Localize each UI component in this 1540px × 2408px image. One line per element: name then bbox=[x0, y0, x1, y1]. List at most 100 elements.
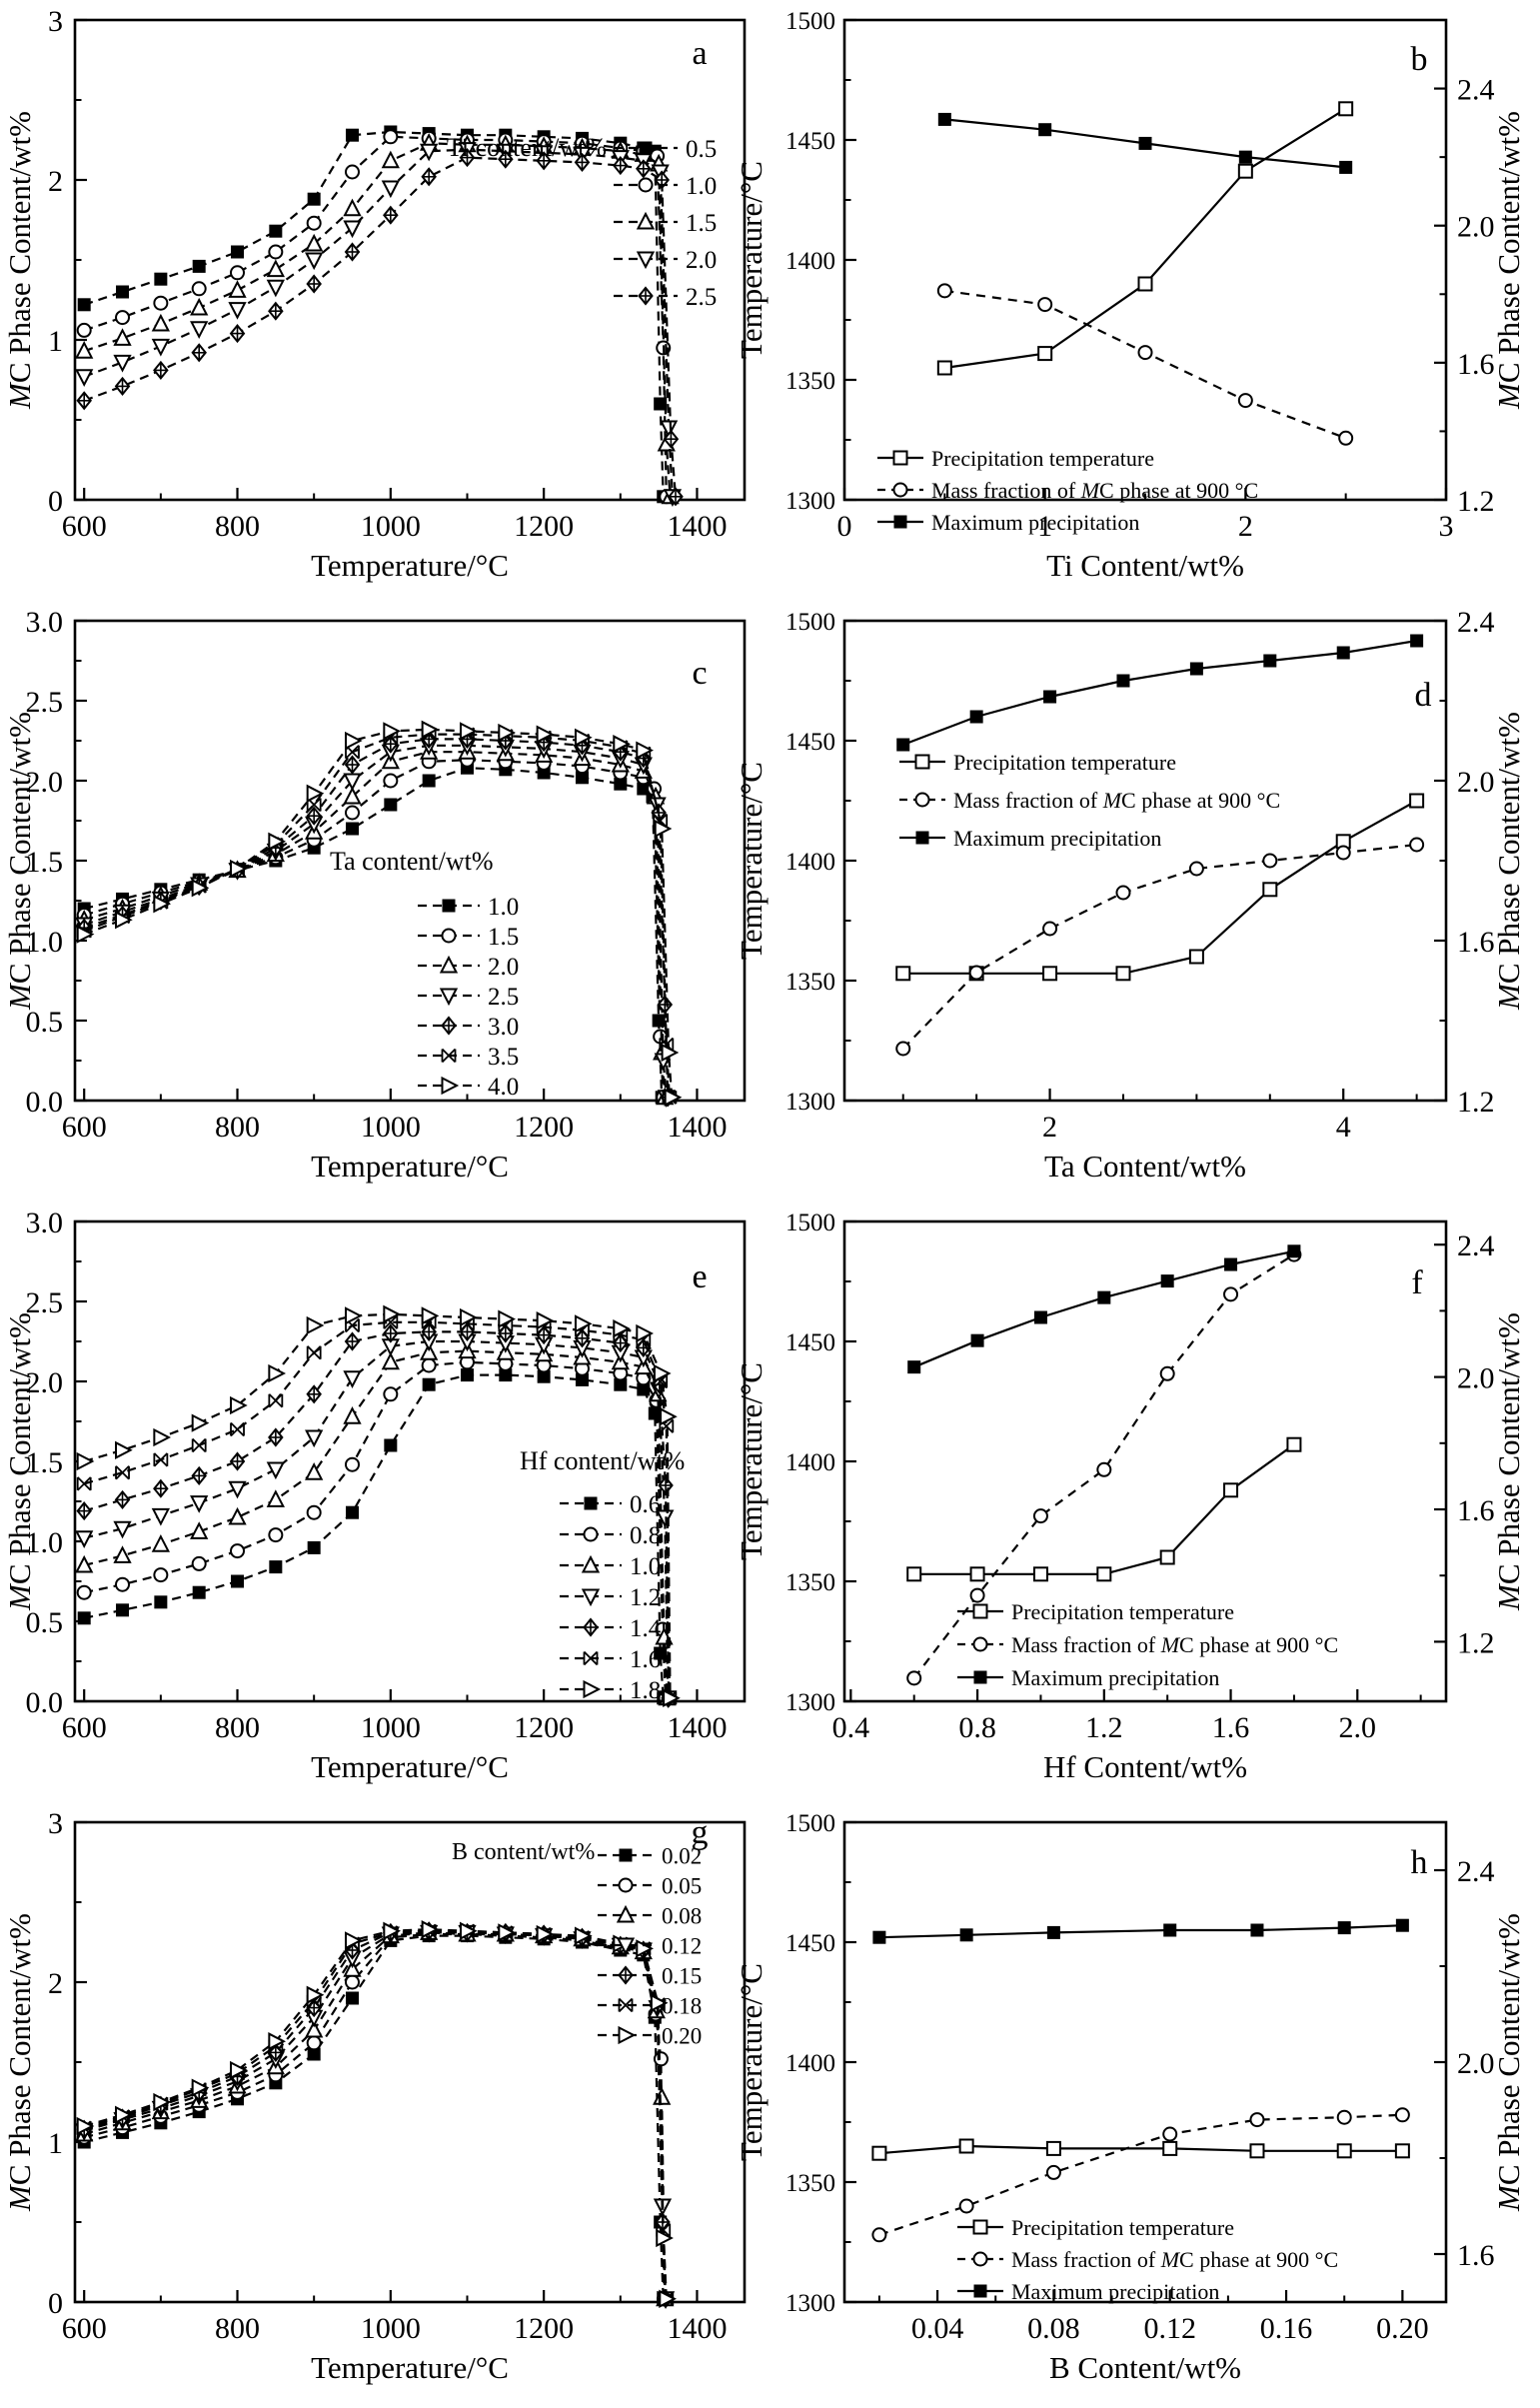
svg-text:2.5: 2.5 bbox=[26, 686, 64, 719]
svg-text:2.0: 2.0 bbox=[488, 954, 519, 981]
series-mass-fraction-of-mc-phase-at-900-c bbox=[895, 837, 1425, 1057]
y-axis-left: 0.0 0.5 1.0 1.5 2.0 2.5 3.0 MC Phase Content/wt… bbox=[2, 606, 87, 1119]
series-precipitation-temperature bbox=[906, 1436, 1302, 1582]
svg-text:Temperature/°C: Temperature/°C bbox=[734, 1963, 769, 2161]
svg-text:2.0: 2.0 bbox=[1457, 766, 1495, 799]
svg-text:0.4: 0.4 bbox=[832, 1711, 870, 1744]
svg-text:1000: 1000 bbox=[361, 1711, 421, 1744]
series-1.0 bbox=[77, 761, 669, 1105]
series-0.20 bbox=[76, 1920, 677, 2308]
svg-text:3: 3 bbox=[1439, 510, 1454, 543]
svg-text:2.4: 2.4 bbox=[1457, 606, 1495, 639]
svg-text:MC Phase Content/wt%: MC Phase Content/wt% bbox=[1491, 1312, 1526, 1611]
svg-text:1400: 1400 bbox=[667, 510, 727, 543]
svg-text:2.4: 2.4 bbox=[1457, 74, 1495, 107]
svg-text:1450: 1450 bbox=[785, 1329, 835, 1356]
plot-box bbox=[842, 18, 1448, 502]
panel-a: 600 800 1000 1200 1400 Temperature/°C 0 1 2 3 MC P… bbox=[2, 5, 747, 583]
svg-text:Mass fraction of MC phase at 9: Mass fraction of MC phase at 900 °C bbox=[1011, 2247, 1338, 2272]
svg-text:1: 1 bbox=[48, 325, 63, 358]
panel-b: 0 1 2 3 Ti Content/wt% 1300 1350 1400 1450 1500 Te… bbox=[734, 8, 1526, 583]
svg-text:1500: 1500 bbox=[785, 1810, 835, 1837]
svg-text:3: 3 bbox=[48, 5, 63, 38]
svg-text:2.0: 2.0 bbox=[686, 247, 717, 274]
svg-text:0.0: 0.0 bbox=[26, 1686, 64, 1719]
x-axis: 600 800 1000 1200 1400 Temperature/°C bbox=[62, 2290, 727, 2385]
svg-text:0.02: 0.02 bbox=[662, 1843, 702, 1868]
svg-text:2.4: 2.4 bbox=[1457, 1855, 1495, 1888]
svg-text:1.8: 1.8 bbox=[630, 1677, 661, 1704]
svg-text:1500: 1500 bbox=[785, 1209, 835, 1236]
svg-text:1300: 1300 bbox=[785, 1689, 835, 1716]
series-4.0 bbox=[76, 720, 683, 1107]
svg-text:MC Phase Content/wt%: MC Phase Content/wt% bbox=[1491, 111, 1526, 410]
svg-text:1.0: 1.0 bbox=[26, 1526, 64, 1559]
svg-text:1400: 1400 bbox=[785, 248, 835, 275]
legend-f: Precipitation temperature Mass fraction o… bbox=[957, 1599, 1338, 1690]
svg-text:1: 1 bbox=[1037, 510, 1052, 543]
svg-text:Mass fraction of MC phase at 9: Mass fraction of MC phase at 900 °C bbox=[931, 478, 1258, 503]
svg-text:d: d bbox=[1415, 677, 1432, 714]
y-axis-right: 1.2 1.6 2.0 2.4 MC Phase Content/wt% bbox=[1434, 74, 1526, 518]
y-axis-left: 0 1 2 3 MC Phase Content/wt% bbox=[2, 5, 87, 518]
series-0.5 bbox=[77, 125, 671, 504]
svg-text:1500: 1500 bbox=[785, 8, 835, 35]
svg-text:600: 600 bbox=[62, 2312, 107, 2345]
svg-text:Hf content/wt%: Hf content/wt% bbox=[520, 1446, 685, 1475]
svg-text:3.0: 3.0 bbox=[26, 1206, 64, 1239]
svg-text:1500: 1500 bbox=[785, 609, 835, 636]
series-mass-fraction-of-mc-phase-at-900-c bbox=[871, 2107, 1410, 2243]
legend-c: Ta content/wt% 1.0 1.5 2.0 2.5 3.0 3.5 4.0 bbox=[330, 847, 519, 1101]
svg-text:0.18: 0.18 bbox=[662, 1993, 702, 2018]
svg-text:1400: 1400 bbox=[785, 849, 835, 876]
svg-text:3.5: 3.5 bbox=[488, 1044, 519, 1071]
svg-text:Mass fraction of MC phase at 9: Mass fraction of MC phase at 900 °C bbox=[1011, 1632, 1338, 1657]
svg-text:Temperature/°C: Temperature/°C bbox=[734, 161, 769, 359]
y-axis-right: 1.2 1.6 2.0 2.4 MC Phase Content/wt% bbox=[1434, 1229, 1526, 1659]
svg-text:Precipitation temperature: Precipitation temperature bbox=[953, 750, 1176, 775]
svg-text:2: 2 bbox=[1042, 1111, 1057, 1144]
svg-text:B content/wt%: B content/wt% bbox=[452, 1839, 595, 1865]
svg-text:0.12: 0.12 bbox=[662, 1933, 702, 1958]
svg-text:2.0: 2.0 bbox=[1457, 211, 1495, 244]
svg-text:Temperature/°C: Temperature/°C bbox=[311, 1749, 509, 1784]
svg-text:1.5: 1.5 bbox=[26, 846, 64, 879]
svg-text:1200: 1200 bbox=[514, 510, 574, 543]
svg-text:1.0: 1.0 bbox=[488, 894, 519, 921]
svg-text:0.05: 0.05 bbox=[662, 1873, 702, 1898]
series-1.5 bbox=[76, 752, 672, 1106]
svg-text:2.5: 2.5 bbox=[488, 984, 519, 1011]
svg-text:1: 1 bbox=[48, 2127, 63, 2160]
svg-text:2.5: 2.5 bbox=[686, 284, 717, 311]
svg-text:Maximum precipitation: Maximum precipitation bbox=[931, 510, 1139, 535]
svg-text:0: 0 bbox=[837, 510, 852, 543]
svg-text:600: 600 bbox=[62, 1111, 107, 1144]
svg-text:Hf Content/wt%: Hf Content/wt% bbox=[1043, 1749, 1247, 1784]
svg-text:800: 800 bbox=[215, 1111, 260, 1144]
svg-text:1200: 1200 bbox=[514, 1111, 574, 1144]
svg-text:Ti Content/wt%: Ti Content/wt% bbox=[1046, 548, 1244, 583]
svg-text:3.0: 3.0 bbox=[26, 606, 64, 639]
svg-text:Maximum precipitation: Maximum precipitation bbox=[953, 826, 1161, 851]
legend-d: Precipitation temperature Mass fraction o… bbox=[899, 750, 1280, 851]
series-0.8 bbox=[76, 1354, 674, 1706]
svg-text:Mass fraction of MC phase at 9: Mass fraction of MC phase at 900 °C bbox=[953, 788, 1280, 813]
svg-text:Temperature/°C: Temperature/°C bbox=[311, 548, 509, 583]
svg-text:b: b bbox=[1411, 41, 1428, 78]
series-1.6 bbox=[76, 1314, 678, 1705]
svg-text:g: g bbox=[692, 1814, 709, 1851]
svg-text:1350: 1350 bbox=[785, 969, 835, 996]
svg-text:Temperature/°C: Temperature/°C bbox=[734, 762, 769, 960]
svg-text:1350: 1350 bbox=[785, 1569, 835, 1596]
series-0.08 bbox=[75, 1922, 675, 2307]
series-2.0 bbox=[75, 142, 683, 507]
svg-text:1000: 1000 bbox=[361, 510, 421, 543]
svg-text:0.04: 0.04 bbox=[911, 2312, 964, 2345]
series-3.5 bbox=[76, 727, 678, 1105]
svg-text:600: 600 bbox=[62, 510, 107, 543]
svg-text:0.20: 0.20 bbox=[662, 2023, 702, 2048]
svg-text:800: 800 bbox=[215, 2312, 260, 2345]
panel-d: 2 4 Ta Content/wt% 1300 1350 1400 1450 1500 Temp… bbox=[734, 606, 1526, 1184]
svg-text:1300: 1300 bbox=[785, 2290, 835, 2317]
